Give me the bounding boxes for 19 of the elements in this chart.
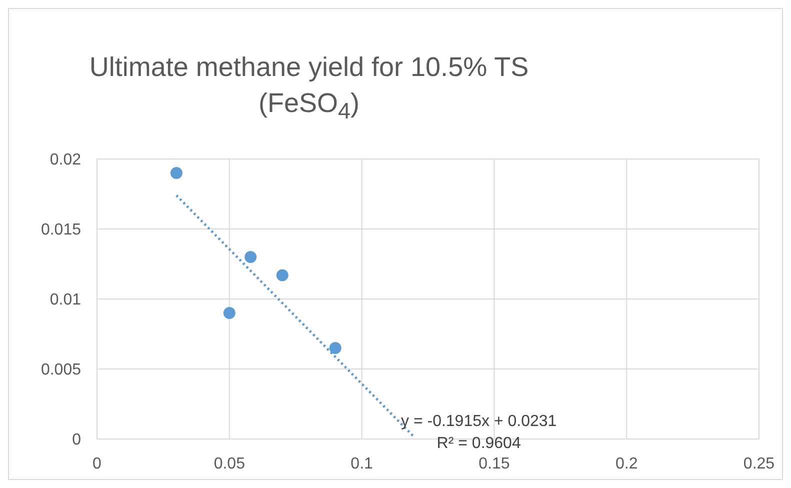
- y-tick-label: 0.02: [50, 152, 82, 169]
- y-tick-label: 0.015: [40, 222, 82, 239]
- annotation: R² = 0.9604: [436, 434, 522, 454]
- annotation: y = -0.1915x + 0.0231: [401, 412, 557, 432]
- x-tick-label: 0.1: [350, 455, 374, 472]
- x-tick-label: 0.25: [743, 455, 775, 472]
- point: [223, 307, 236, 319]
- y-tick-label: 0: [72, 432, 82, 449]
- point: [244, 251, 257, 263]
- point: [170, 167, 182, 179]
- y-tick-label: 0.005: [40, 362, 82, 379]
- chart-title: Ultimate methane yield for 10.5% TS (FeSO$_{4}$): [88, 51, 530, 126]
- point: [329, 342, 342, 354]
- y-tick-label: 0.01: [50, 292, 82, 309]
- point: [276, 269, 288, 282]
- x-tick-label: 0: [92, 455, 102, 472]
- x-tick-label: 0.2: [615, 455, 638, 472]
- x-tick-label: 0.05: [214, 455, 246, 472]
- x-tick-label: 0.15: [478, 455, 510, 472]
